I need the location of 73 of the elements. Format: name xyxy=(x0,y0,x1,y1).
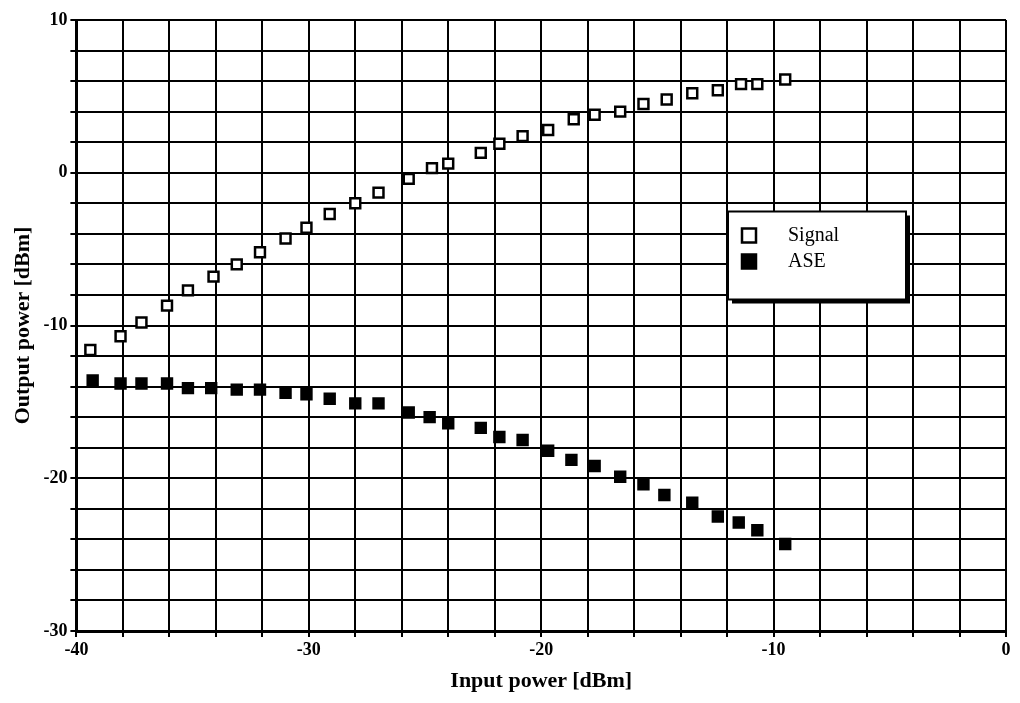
point xyxy=(181,381,195,395)
point xyxy=(135,316,148,329)
point xyxy=(686,87,699,100)
point xyxy=(372,397,385,410)
point xyxy=(423,410,436,424)
point xyxy=(84,343,97,357)
point xyxy=(779,73,792,86)
point xyxy=(588,108,601,121)
point xyxy=(349,197,362,210)
point xyxy=(541,123,555,137)
point xyxy=(279,232,292,245)
y-tick-label: -30 xyxy=(43,619,68,640)
point xyxy=(114,377,127,390)
point xyxy=(751,523,764,537)
y-tick-label: -20 xyxy=(43,466,68,487)
point xyxy=(711,510,725,523)
point xyxy=(253,245,267,259)
point xyxy=(323,392,336,406)
x-tick-label: -30 xyxy=(296,639,321,660)
point xyxy=(541,444,555,457)
point xyxy=(230,383,243,396)
legend-label: ASE xyxy=(788,248,826,271)
point xyxy=(207,270,220,283)
y-tick-label: 0 xyxy=(58,161,68,182)
point xyxy=(230,258,243,271)
point xyxy=(425,161,439,175)
point xyxy=(402,172,415,186)
point xyxy=(686,496,699,509)
point xyxy=(474,146,487,160)
point xyxy=(734,77,748,91)
point xyxy=(253,383,267,396)
point xyxy=(402,406,415,419)
point xyxy=(637,478,650,491)
y-tick-label: 10 xyxy=(49,8,68,29)
point xyxy=(181,284,195,297)
x-tick-label: 0 xyxy=(1001,639,1011,660)
point xyxy=(300,221,313,234)
point xyxy=(779,537,792,551)
point xyxy=(86,374,99,387)
point xyxy=(614,470,627,483)
point xyxy=(732,516,745,529)
point xyxy=(474,421,487,435)
point xyxy=(637,97,650,111)
point xyxy=(516,129,529,143)
point xyxy=(300,388,313,401)
point xyxy=(588,459,601,473)
point xyxy=(658,488,671,502)
point xyxy=(160,299,174,312)
point xyxy=(493,430,506,444)
point xyxy=(751,77,764,91)
point xyxy=(372,186,385,199)
x-tick-label: -40 xyxy=(64,639,89,660)
y-axis-title: Output power [dBm] xyxy=(8,226,34,425)
point xyxy=(567,113,580,126)
point xyxy=(204,381,218,395)
point xyxy=(565,453,578,467)
point xyxy=(614,105,627,118)
point xyxy=(349,397,362,410)
point xyxy=(135,377,148,390)
x-tick-label: -10 xyxy=(761,639,786,660)
legend-label: Signal xyxy=(788,222,840,246)
x-tick-label: -20 xyxy=(529,639,554,660)
y-tick-label: -10 xyxy=(43,314,68,335)
point xyxy=(442,417,455,430)
point xyxy=(711,84,725,97)
point xyxy=(493,137,506,150)
point xyxy=(442,157,455,170)
point xyxy=(660,93,673,106)
point xyxy=(114,329,127,343)
point xyxy=(516,433,529,447)
point xyxy=(160,377,174,390)
point xyxy=(323,207,336,221)
x-axis-title: Input power [dBm] xyxy=(450,667,633,693)
